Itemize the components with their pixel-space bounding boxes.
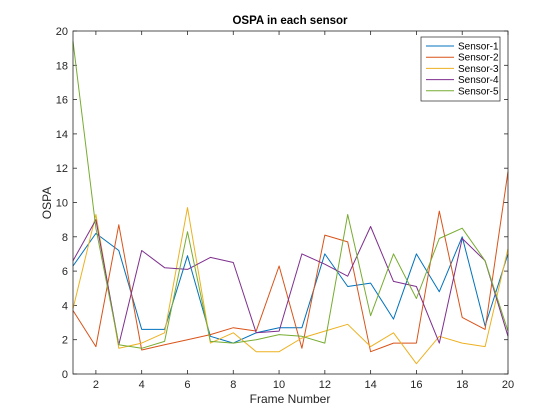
legend-label: Sensor-5 [458,86,499,97]
x-tick-label: 2 [93,379,99,391]
y-tick-label: 16 [56,95,68,107]
y-tick-label: 0 [62,369,68,381]
chart-title: OSPA in each sensor [232,15,348,27]
x-tick-label: 14 [365,379,377,391]
x-tick-label: 10 [273,379,285,391]
x-tick-labels: 2 4 6 8 10 12 14 16 18 20 [93,379,514,391]
y-tick-labels: 0 2 4 6 8 10 12 14 16 18 20 [56,26,68,381]
x-tick-label: 20 [502,379,514,391]
series-group [72,41,509,365]
x-tick-label: 16 [410,379,422,391]
legend-label: Sensor-2 [458,53,499,64]
x-axis-title: Frame Number [250,392,331,406]
y-axis-title: OSPA [40,187,54,219]
x-tick-label: 6 [184,379,190,391]
legend-label: Sensor-1 [458,42,499,53]
x-tick-label: 12 [319,379,331,391]
x-tick-label: 18 [456,379,468,391]
series-line-sensor-1 [72,232,509,344]
y-tick-label: 10 [56,198,68,210]
y-tick-label: 2 [62,335,68,347]
x-tick-label: 4 [139,379,145,391]
y-tick-label: 8 [62,232,68,244]
y-tick-label: 6 [62,266,68,278]
series-line-sensor-2 [72,171,509,353]
series-line-sensor-4 [72,219,509,346]
y-tick-label: 18 [56,60,68,72]
y-tick-label: 4 [62,300,68,312]
y-tick-label: 12 [56,163,68,175]
y-tick-label: 14 [56,129,68,141]
x-tick-label: 8 [230,379,236,391]
series-line-sensor-3 [72,207,509,365]
plot-frame [72,30,509,375]
series-line-sensor-5 [72,41,509,349]
legend-label: Sensor-4 [458,75,499,86]
y-tick-label: 20 [56,26,68,38]
legend-label: Sensor-3 [458,64,499,75]
